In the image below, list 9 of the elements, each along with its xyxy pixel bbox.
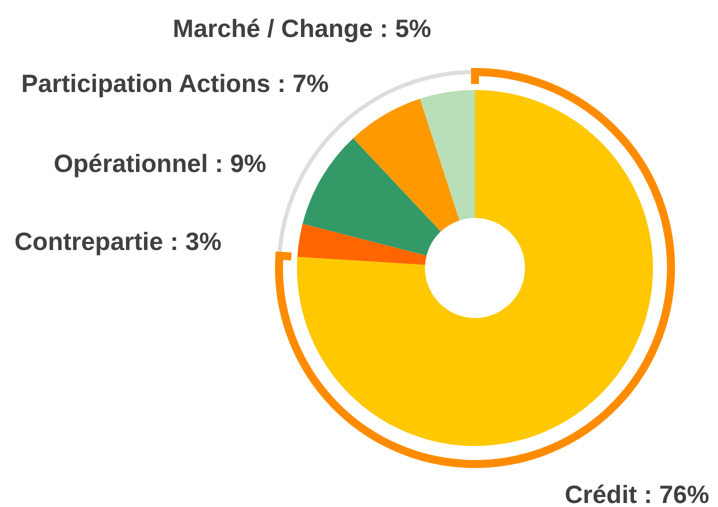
slice-label: Contrepartie : 3% <box>14 228 222 256</box>
slice-label: Participation Actions : 7% <box>21 70 329 98</box>
donut-slice <box>353 98 460 232</box>
slice-label: Crédit : 76% <box>564 481 710 507</box>
donut-slice <box>420 90 475 220</box>
slice-label: Opérationnel : 9% <box>54 150 266 178</box>
donut-slice <box>302 138 441 256</box>
slice-label: Marché / Change : 5% <box>172 15 432 43</box>
donut-slice <box>297 224 427 265</box>
